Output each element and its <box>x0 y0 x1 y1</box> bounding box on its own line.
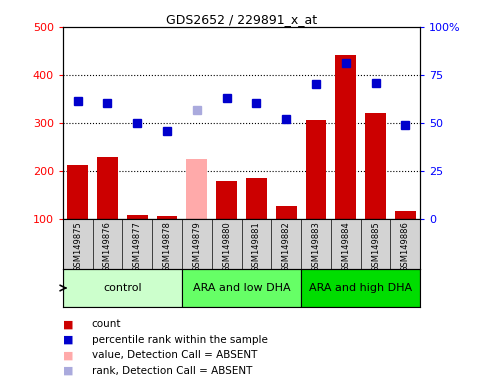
Bar <box>186 159 207 219</box>
Bar <box>395 211 416 219</box>
Title: GDS2652 / 229891_x_at: GDS2652 / 229891_x_at <box>166 13 317 26</box>
Bar <box>97 157 118 219</box>
Text: ■: ■ <box>63 366 73 376</box>
Bar <box>276 207 297 219</box>
Bar <box>216 182 237 219</box>
Text: GSM149882: GSM149882 <box>282 221 291 272</box>
Bar <box>63 269 182 307</box>
Bar <box>67 165 88 219</box>
Text: control: control <box>103 283 142 293</box>
Text: GSM149877: GSM149877 <box>133 221 142 272</box>
Text: ARA and high DHA: ARA and high DHA <box>309 283 412 293</box>
Bar <box>127 215 148 219</box>
Text: GSM149883: GSM149883 <box>312 221 320 272</box>
Text: value, Detection Call = ABSENT: value, Detection Call = ABSENT <box>92 350 257 360</box>
Text: rank, Detection Call = ABSENT: rank, Detection Call = ABSENT <box>92 366 252 376</box>
Text: GSM149880: GSM149880 <box>222 221 231 272</box>
Text: ■: ■ <box>63 350 73 360</box>
Bar <box>301 269 420 307</box>
Text: GSM149875: GSM149875 <box>73 221 82 272</box>
Text: GSM149878: GSM149878 <box>163 221 171 272</box>
Bar <box>246 177 267 219</box>
Text: GSM149879: GSM149879 <box>192 221 201 272</box>
Bar <box>156 217 177 219</box>
Text: percentile rank within the sample: percentile rank within the sample <box>92 335 268 345</box>
Text: ■: ■ <box>63 319 73 329</box>
Bar <box>365 113 386 219</box>
Text: GSM149881: GSM149881 <box>252 221 261 272</box>
Text: ARA and low DHA: ARA and low DHA <box>193 283 290 293</box>
Text: count: count <box>92 319 121 329</box>
Bar <box>335 55 356 219</box>
Text: GSM149884: GSM149884 <box>341 221 350 272</box>
Bar <box>182 269 301 307</box>
Text: ■: ■ <box>63 335 73 345</box>
Bar <box>306 121 327 219</box>
Text: GSM149886: GSM149886 <box>401 221 410 272</box>
Text: GSM149885: GSM149885 <box>371 221 380 272</box>
Text: GSM149876: GSM149876 <box>103 221 112 272</box>
